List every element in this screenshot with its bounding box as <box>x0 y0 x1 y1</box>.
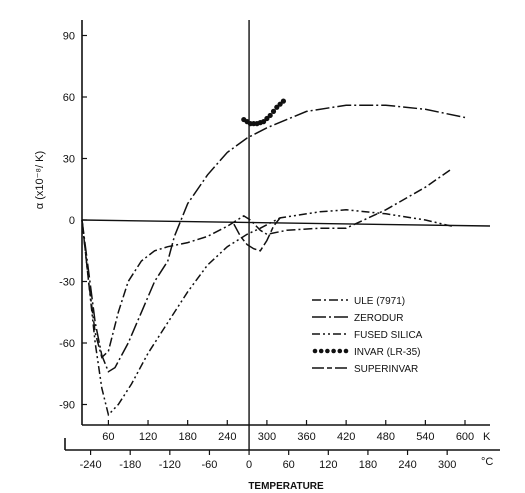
series-fused-silica <box>81 209 452 417</box>
x-tick-label-kelvin: 120 <box>139 431 157 443</box>
y-tick-label: 30 <box>63 154 75 166</box>
x-tick-label-kelvin: 360 <box>297 431 315 443</box>
y-tick-label: -60 <box>59 338 75 350</box>
legend-swatch-dot <box>318 348 324 354</box>
x-unit-kelvin: K <box>483 431 491 443</box>
invar-point <box>264 115 270 122</box>
invar-point <box>267 112 273 119</box>
legend-swatch-dot <box>325 348 330 354</box>
x-tick-label-celsius: -240 <box>80 459 102 471</box>
x-tick-label-celsius: -180 <box>119 459 141 471</box>
y-tick-label: -30 <box>59 277 75 289</box>
x-tick-label-kelvin: 420 <box>337 431 355 443</box>
legend-label-superinvar: SUPERINVAR <box>354 364 418 375</box>
legend-label-fused-silica: FUSED SILICA <box>354 330 423 341</box>
series-superinvar <box>233 217 281 252</box>
x-tick-label-celsius: 240 <box>398 459 416 471</box>
x-tick-label-kelvin: 240 <box>218 431 236 443</box>
y-tick-label: 90 <box>63 31 75 43</box>
invar-point <box>280 98 287 104</box>
invar-point <box>260 119 267 125</box>
legend-swatch-dot <box>337 348 343 354</box>
legend-label-zerodur: ZERODUR <box>354 313 403 324</box>
x-tick-label-kelvin: 480 <box>377 431 395 443</box>
x-tick-label-kelvin: 180 <box>178 431 196 443</box>
x-tick-label-celsius: 60 <box>283 459 295 471</box>
y-tick-label: 0 <box>69 215 75 227</box>
axes <box>64 20 500 451</box>
legend-swatch-dot <box>331 348 336 354</box>
legend-label-invar-lr-35: INVAR (LR-35) <box>354 347 421 358</box>
x-tick-label-celsius: 300 <box>438 459 456 471</box>
series-group <box>81 98 466 417</box>
y-tick-label: 60 <box>63 92 75 104</box>
zero-line <box>81 219 491 227</box>
legend-swatch-dot <box>312 348 318 354</box>
x-tick-label-celsius: 0 <box>246 459 252 471</box>
y-tick-label: -90 <box>59 400 75 412</box>
series-ule-7971 <box>81 168 453 359</box>
x-tick-label-celsius: 180 <box>359 459 377 471</box>
series-invar-lr-35 <box>241 98 287 127</box>
x-tick-label-celsius: -120 <box>159 459 181 471</box>
x-tick-label-kelvin: 60 <box>102 431 114 443</box>
x-tick-label-celsius: -60 <box>201 459 217 471</box>
invar-point <box>274 104 280 110</box>
series-zerodur <box>81 104 466 373</box>
y-axis-label: α (x10⁻⁸/ K) <box>34 151 46 209</box>
invar-point <box>270 108 277 114</box>
x-tick-label-kelvin: 600 <box>456 431 474 443</box>
x-tick-label-kelvin: 300 <box>258 431 276 443</box>
legend-swatch-dot <box>343 348 349 354</box>
x-unit-celsius: °C <box>481 456 493 468</box>
x-tick-label-celsius: 120 <box>319 459 337 471</box>
legend: ULE (7971) ZERODUR FUSED SILICA INVAR (LR-3… <box>312 296 423 375</box>
x-tick-label-kelvin: 540 <box>416 431 434 443</box>
legend-label-ule-7971: ULE (7971) <box>354 296 405 307</box>
invar-point <box>277 101 283 107</box>
x-axis-label: TEMPERATURE <box>248 481 324 492</box>
